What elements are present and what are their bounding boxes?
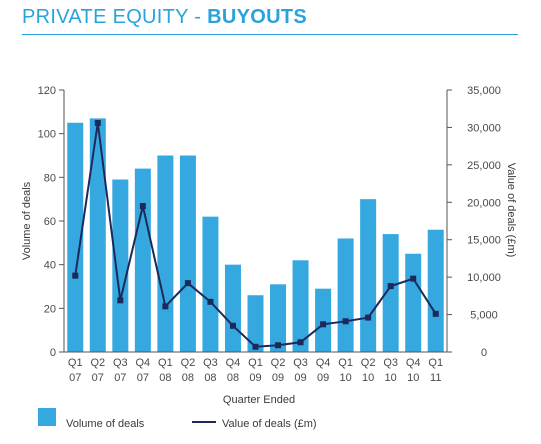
line-point [275,342,282,349]
x-tick-label-quarter: Q1 [248,357,263,369]
x-tick-label-year: 10 [385,372,397,384]
line-point [410,275,417,282]
axes: 0 20 40 60 80 100 120 0 5,000 10,000 15,000 20,000 2… [38,85,501,384]
line-point [162,303,169,310]
legend-label-bar: Volume of deals [66,418,145,430]
x-tick-label-quarter: Q4 [136,357,151,369]
x-tick-label-quarter: Q1 [338,357,353,369]
line-point [184,280,191,287]
bar [337,238,354,352]
bar [112,179,129,352]
line-point [94,119,101,126]
line-point [207,298,214,305]
x-tick-label-year: 08 [204,372,216,384]
page-title: PRIVATE EQUITY - BUYOUTS [22,6,307,29]
x-tick-label-year: 08 [227,372,239,384]
title-divider [22,34,518,35]
x-tick-label-quarter: Q3 [113,357,128,369]
line-point [342,318,349,325]
legend: Volume of deals Value of deals (£m) [38,408,317,430]
x-tick-label-year: 10 [339,372,351,384]
y-tick-label-left: 20 [44,303,56,315]
x-tick-label-year: 07 [69,372,81,384]
line-point [432,310,439,317]
bar [202,216,219,352]
bar [360,199,377,352]
line-point [365,314,372,321]
x-tick-label-quarter: Q1 [68,357,83,369]
x-tick-label-year: 07 [92,372,104,384]
title-prefix: PRIVATE EQUITY - [22,6,208,28]
x-tick-label-quarter: Q1 [158,357,173,369]
y-tick-label-right: 25,000 [467,160,501,172]
x-tick-label-quarter: Q2 [181,357,196,369]
y-tick-label-right: 5,000 [470,310,498,322]
x-tick-label-year: 09 [294,372,306,384]
y-tick-label-right: 10,000 [467,272,501,284]
axis-labels: Quarter Ended Volume of deals Value of dea… [21,163,517,406]
y-tick-label-right: 0 [481,347,487,359]
y-tick-label-left: 40 [44,260,56,272]
bar [157,155,174,352]
x-tick-label-quarter: Q3 [203,357,218,369]
line-point [72,272,79,279]
x-axis-title: Quarter Ended [223,394,295,406]
line-point [387,283,394,290]
x-tick-label-quarter: Q4 [226,357,241,369]
y-tick-label-right: 30,000 [467,122,501,134]
x-tick-label-year: 10 [362,372,374,384]
bar-series [67,118,444,352]
bar [427,229,444,352]
y-axis-title-right: Value of deals (£m) [505,163,517,258]
x-tick-label-quarter: Q2 [361,357,376,369]
bar [89,118,106,352]
bar [382,234,399,352]
bar [134,168,151,352]
bar [247,295,264,352]
line-point [139,203,146,210]
x-tick-label-quarter: Q4 [406,357,421,369]
x-tick-label-year: 08 [159,372,171,384]
x-tick-label-quarter: Q2 [271,357,286,369]
bar [224,264,241,352]
x-tick-label-quarter: Q4 [316,357,331,369]
bar [270,284,287,352]
bar [179,155,196,352]
legend-label-line: Value of deals (£m) [222,418,317,430]
y-tick-label-right: 15,000 [467,235,501,247]
line-series [72,119,439,350]
y-tick-label-right: 35,000 [467,85,501,97]
y-axis-title-left: Volume of deals [21,181,33,260]
x-tick-label-year: 11 [430,372,441,384]
line-point [320,321,327,328]
x-tick-label-year: 09 [249,372,261,384]
x-tick-label-year: 10 [407,372,419,384]
x-tick-label-quarter: Q2 [90,357,105,369]
y-tick-label-left: 100 [38,129,56,141]
x-tick-label-year: 07 [137,372,149,384]
y-tick-label-left: 0 [50,347,56,359]
bar [405,253,422,352]
x-tick-label-quarter: Q1 [428,357,443,369]
y-tick-label-left: 60 [44,216,56,228]
y-tick-label-left: 120 [38,85,56,97]
line-point [297,339,304,346]
bar [315,288,332,352]
x-tick-label-year: 08 [182,372,194,384]
x-tick-label-year: 07 [114,372,126,384]
x-tick-label-quarter: Q3 [383,357,398,369]
y-tick-label-right: 20,000 [467,197,501,209]
x-tick-label-year: 09 [317,372,329,384]
bar [67,122,84,352]
line-point [117,297,124,304]
x-tick-label-quarter: Q3 [293,357,308,369]
legend-swatch-bar [38,408,56,426]
x-tick-label-year: 09 [272,372,284,384]
bar [292,260,309,352]
y-tick-label-left: 80 [44,172,56,184]
line-point [229,322,236,329]
title-emphasis: BUYOUTS [207,6,308,28]
line-point [252,343,259,350]
